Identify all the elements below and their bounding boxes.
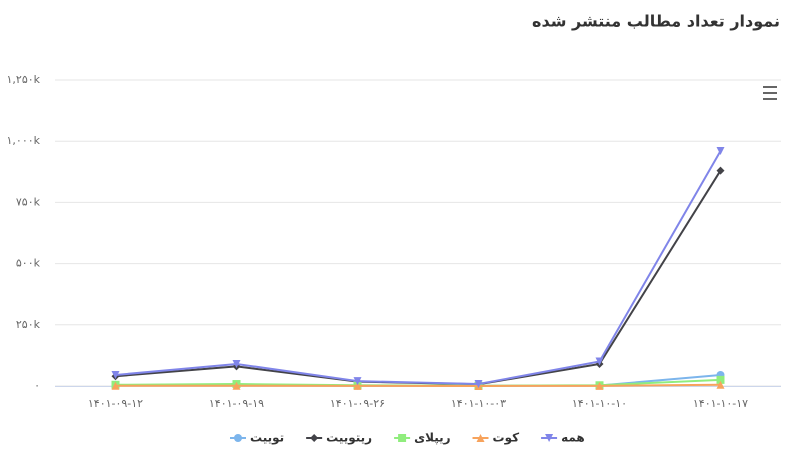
y-tick-label: ۱,۲۵۰k: [7, 73, 41, 86]
y-tick-label: ۲۵۰k: [16, 318, 41, 331]
x-tick-label: ۱۴۰۱-۱۰-۱۷: [693, 397, 748, 410]
chart-title: نمودار تعداد مطالب منتشر شده: [532, 12, 780, 31]
legend-item[interactable]: ریپلای: [394, 431, 451, 445]
legend-marker: [476, 434, 485, 442]
data-point: [595, 381, 604, 390]
legend-item[interactable]: همه: [541, 431, 585, 445]
x-tick-label: ۱۴۰۱-۰۹-۱۲: [88, 397, 143, 410]
y-tick-label: ۰: [34, 379, 40, 392]
data-point: [474, 380, 483, 389]
x-tick-label: ۱۴۰۱-۰۹-۱۹: [209, 397, 264, 410]
data-point: [111, 370, 120, 379]
data-point: [595, 357, 604, 366]
legend-label: همه: [561, 431, 585, 445]
legend-item[interactable]: ریتوییت: [306, 431, 372, 446]
x-tick-label: ۱۴۰۱-۱۰-۰۳: [451, 397, 506, 410]
data-point: [232, 359, 241, 368]
legend-label: کوت: [493, 431, 520, 446]
legend-marker: [545, 434, 554, 442]
data-point: [353, 381, 362, 390]
data-point: [716, 380, 725, 389]
legend-label: ریپلای: [414, 431, 451, 445]
legend-label: ریتوییت: [326, 431, 372, 446]
legend-marker: [310, 434, 319, 442]
menu-button[interactable]: [760, 84, 780, 102]
y-tick-label: ۷۵۰k: [16, 195, 41, 208]
legend-marker: [234, 434, 242, 442]
data-point: [716, 146, 725, 155]
legend-marker: [398, 434, 407, 442]
data-point: [716, 375, 725, 384]
data-point: [232, 381, 241, 390]
legend-item[interactable]: توییت: [230, 431, 284, 446]
data-point: [111, 381, 120, 390]
data-point: [716, 166, 725, 175]
x-tick-label: ۱۴۰۱-۰۹-۲۶: [330, 397, 385, 410]
data-point: [353, 377, 362, 386]
y-tick-label: ۵۰۰k: [16, 257, 41, 270]
legend-label: توییت: [250, 431, 284, 446]
series-line: [115, 150, 722, 386]
legend-item[interactable]: کوت: [472, 431, 520, 446]
x-tick-label: ۱۴۰۱-۱۰-۱۰: [572, 397, 627, 410]
series-line: [115, 383, 721, 387]
y-tick-label: ۱,۰۰۰k: [7, 134, 41, 147]
legend: توییت ریتوییت ریپلای کوت همه: [230, 431, 585, 446]
